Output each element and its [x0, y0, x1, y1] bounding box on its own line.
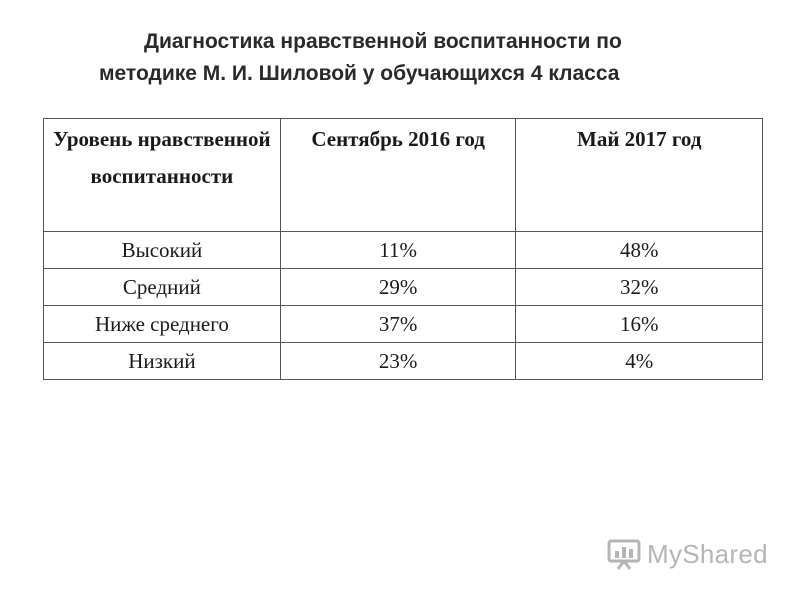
row-september-cell: 23%	[279, 342, 517, 380]
table-row: Ниже среднего 37% 16%	[43, 305, 763, 343]
row-may-cell: 48%	[515, 231, 763, 269]
title-line-1: Диагностика нравственной воспитанности п…	[144, 30, 622, 53]
slide-title: Диагностика нравственной воспитанности п…	[0, 26, 800, 90]
row-september-cell: 11%	[279, 231, 517, 269]
diagnostics-table: Уровень нравственной воспитанности Сентя…	[43, 118, 763, 380]
header-may-2017: Май 2017 год	[515, 118, 763, 232]
table-row: Высокий 11% 48%	[43, 231, 763, 269]
watermark-text: MyShared	[647, 538, 768, 569]
myshared-logo-icon	[607, 539, 641, 570]
row-level-cell: Средний	[43, 268, 281, 306]
table-header-row: Уровень нравственной воспитанности Сентя…	[43, 118, 763, 232]
row-may-cell: 32%	[515, 268, 763, 306]
table-row: Средний 29% 32%	[43, 268, 763, 306]
row-level-cell: Ниже среднего	[43, 305, 281, 343]
row-september-cell: 29%	[279, 268, 517, 306]
row-may-cell: 16%	[515, 305, 763, 343]
title-line-2: методике М. И. Шиловой у обучающихся 4 к…	[99, 62, 620, 85]
row-september-cell: 37%	[279, 305, 517, 343]
row-level-cell: Низкий	[43, 342, 281, 380]
header-level: Уровень нравственной воспитанности	[43, 118, 281, 232]
myshared-watermark[interactable]: MyShared	[607, 538, 768, 570]
row-level-cell: Высокий	[43, 231, 281, 269]
table-row: Низкий 23% 4%	[43, 342, 763, 380]
row-may-cell: 4%	[515, 342, 763, 380]
header-september-2016: Сентябрь 2016 год	[279, 118, 517, 232]
